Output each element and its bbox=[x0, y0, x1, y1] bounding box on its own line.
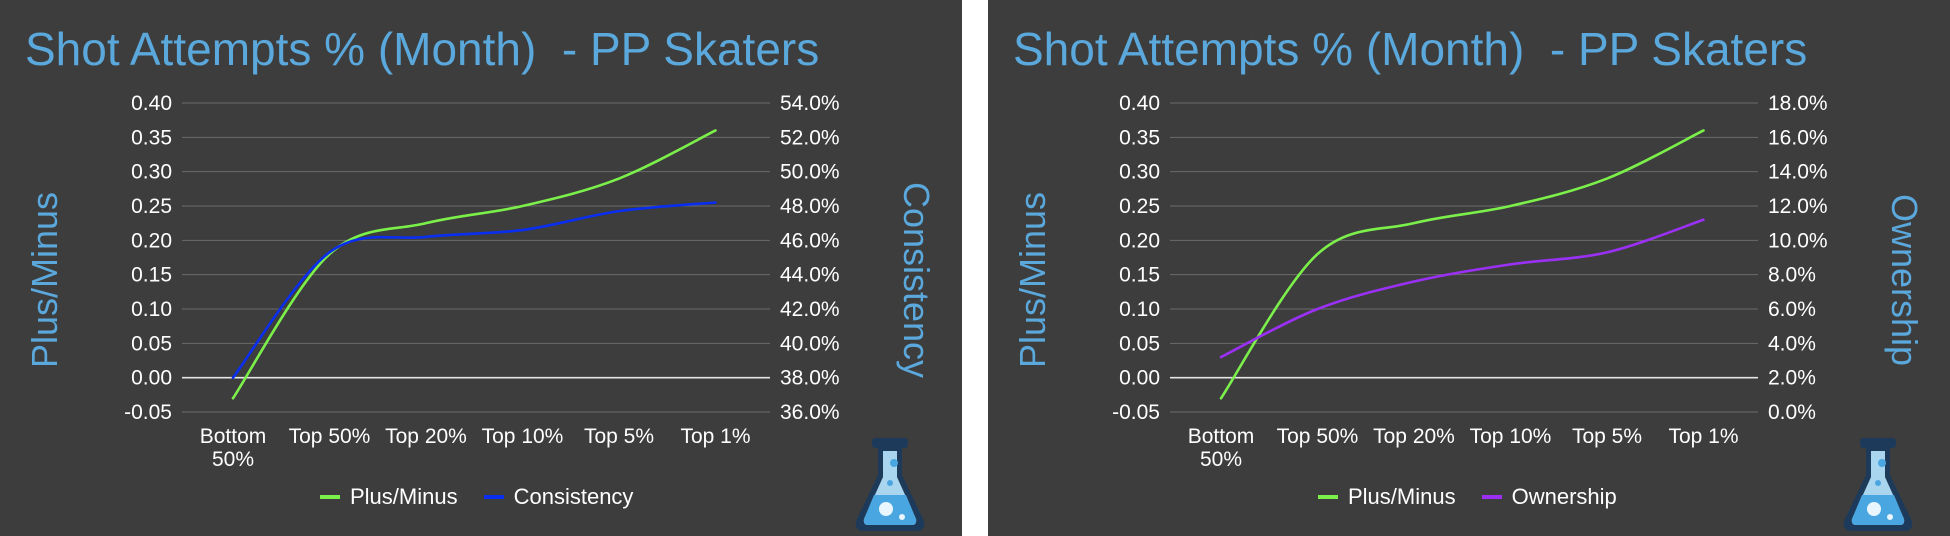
y-right-tick-label: 2.0% bbox=[1768, 367, 1816, 390]
y-left-tick-label: 0.00 bbox=[1119, 367, 1160, 390]
y-right-tick-label: 16.0% bbox=[1768, 126, 1828, 149]
y-left-tick-label: -0.05 bbox=[1112, 401, 1160, 424]
legend-item-consistency: Consistency bbox=[483, 484, 634, 510]
chart-panel-consistency: Shot Attempts % (Month) - PP Skaters Plu… bbox=[0, 0, 962, 536]
y-left-tick-label: 0.15 bbox=[131, 264, 172, 287]
x-tick-label: Top 20% bbox=[385, 425, 467, 448]
chart-panel-ownership: Shot Attempts % (Month) - PP Skaters Plu… bbox=[988, 0, 1950, 536]
legend-swatch bbox=[483, 495, 504, 499]
y-right-tick-label: 42.0% bbox=[780, 298, 840, 321]
x-tick-label: Bottom 50% bbox=[200, 425, 267, 471]
y-right-tick-label: 18.0% bbox=[1768, 92, 1828, 115]
series-line-plus-minus bbox=[1219, 129, 1705, 400]
y-right-tick-label: 6.0% bbox=[1768, 298, 1816, 321]
legend-label: Ownership bbox=[1511, 484, 1617, 509]
x-tick-label: Top 50% bbox=[289, 425, 371, 448]
y-left-tick-label: 0.05 bbox=[131, 332, 172, 355]
y-right-tick-label: 8.0% bbox=[1768, 264, 1816, 287]
y-right-tick-label: 10.0% bbox=[1768, 229, 1828, 252]
series-line-ownership bbox=[1219, 218, 1705, 359]
chart-legend: Plus/Minus Consistency bbox=[320, 484, 633, 510]
legend-item-ownership: Ownership bbox=[1481, 484, 1617, 510]
y-left-tick-label: 0.35 bbox=[131, 126, 172, 149]
line-chart: -0.05 0.0% 0.00 2.0% 0.05 4.0% 0.10 6.0% 0.15 8.0… bbox=[1112, 92, 1828, 471]
x-tick-label: Top 10% bbox=[482, 425, 564, 448]
legend-swatch bbox=[1318, 495, 1338, 499]
y-left-tick-label: 0.40 bbox=[131, 92, 172, 115]
series-line-consistency bbox=[231, 201, 717, 379]
y-right-tick-label: 50.0% bbox=[780, 161, 840, 184]
legend-label: Consistency bbox=[513, 484, 634, 509]
y-left-tick-label: 0.30 bbox=[1119, 161, 1160, 184]
x-tick-label: Top 10% bbox=[1470, 425, 1552, 448]
x-tick-label: Top 5% bbox=[584, 425, 654, 448]
y-left-tick-label: 0.10 bbox=[131, 298, 172, 321]
y-left-tick-label: 0.25 bbox=[131, 195, 172, 218]
legend-swatch bbox=[320, 495, 340, 499]
y-right-tick-label: 38.0% bbox=[780, 367, 840, 390]
chart-title: Shot Attempts % (Month) - PP Skaters bbox=[1013, 23, 1808, 75]
legend-label: Plus/Minus bbox=[350, 484, 458, 509]
y-left-tick-label: 0.30 bbox=[131, 161, 172, 184]
legend-item-plus-minus: Plus/Minus bbox=[1318, 484, 1456, 510]
y-left-tick-label: 0.25 bbox=[1119, 195, 1160, 218]
legend-label: Plus/Minus bbox=[1348, 484, 1456, 509]
y-right-tick-label: 0.0% bbox=[1768, 401, 1816, 424]
x-tick-label: Top 5% bbox=[1572, 425, 1642, 448]
series-line-plus-minus bbox=[231, 129, 717, 400]
y-right-tick-label: 14.0% bbox=[1768, 161, 1828, 184]
x-tick-label: Top 20% bbox=[1373, 425, 1455, 448]
y-left-tick-label: 0.10 bbox=[1119, 298, 1160, 321]
x-tick-label: Bottom 50% bbox=[1188, 425, 1255, 471]
y-right-tick-label: 40.0% bbox=[780, 332, 840, 355]
chart-title: Shot Attempts % (Month) - PP Skaters bbox=[25, 23, 820, 75]
chart-legend: Plus/Minus Ownership bbox=[1318, 484, 1617, 510]
flask-icon bbox=[855, 438, 925, 531]
legend-item-plus-minus: Plus/Minus bbox=[320, 484, 458, 510]
y-right-tick-label: 44.0% bbox=[780, 264, 840, 287]
y-right-tick-label: 4.0% bbox=[1768, 332, 1816, 355]
legend-swatch bbox=[1481, 495, 1502, 499]
y-left-tick-label: 0.20 bbox=[131, 229, 172, 252]
y-left-tick-label: -0.05 bbox=[124, 401, 172, 424]
y-right-tick-label: 48.0% bbox=[780, 195, 840, 218]
x-tick-label: Top 1% bbox=[1668, 425, 1738, 448]
y-right-tick-label: 52.0% bbox=[780, 126, 840, 149]
y-left-tick-label: 0.15 bbox=[1119, 264, 1160, 287]
y-right-tick-label: 54.0% bbox=[780, 92, 840, 115]
flask-icon bbox=[1843, 438, 1913, 531]
y-left-tick-label: 0.40 bbox=[1119, 92, 1160, 115]
y-right-tick-label: 36.0% bbox=[780, 401, 840, 424]
y-left-tick-label: 0.20 bbox=[1119, 229, 1160, 252]
y-left-tick-label: 0.35 bbox=[1119, 126, 1160, 149]
y-left-tick-label: 0.05 bbox=[1119, 332, 1160, 355]
line-chart: -0.05 36.0% 0.00 38.0% 0.05 40.0% 0.10 42.0% 0.1… bbox=[124, 92, 840, 471]
y-left-tick-label: 0.00 bbox=[131, 367, 172, 390]
y-right-tick-label: 12.0% bbox=[1768, 195, 1828, 218]
y-right-tick-label: 46.0% bbox=[780, 229, 840, 252]
x-tick-label: Top 1% bbox=[680, 425, 750, 448]
x-tick-label: Top 50% bbox=[1277, 425, 1359, 448]
